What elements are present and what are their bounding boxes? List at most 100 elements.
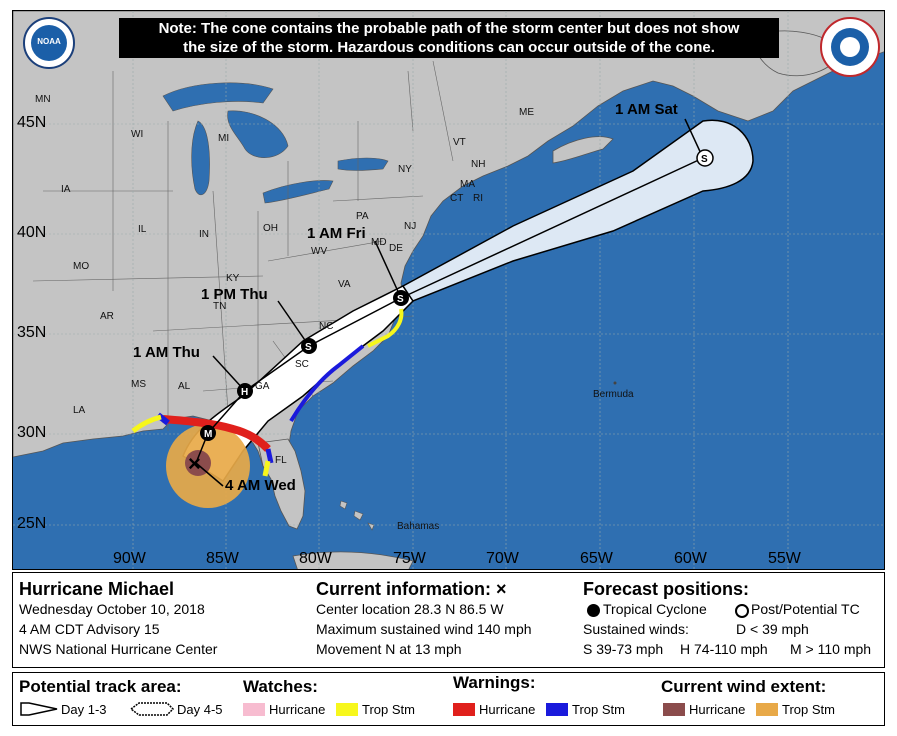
trop-warning-atlantic	[289, 344, 365, 423]
bahamas-label: Bahamas	[397, 521, 440, 532]
wind-h: H 74-110 mph	[680, 641, 768, 657]
tropical-cyclone-icon	[587, 604, 600, 617]
forecast-markers: × M H S S S	[188, 149, 714, 476]
cone-note: Note: The cone contains the probable pat…	[119, 18, 779, 58]
land-bahamas	[339, 500, 375, 531]
post-tc-label: Post/Potential TC	[751, 601, 860, 617]
forecast-label-1am-thu: 1 AM Thu	[133, 344, 200, 361]
wind-s: S 39-73 mph	[583, 641, 664, 657]
state-label: WV	[311, 246, 328, 257]
forecast-label-1am-fri: 1 AM Fri	[307, 225, 366, 242]
state-label: CT	[450, 193, 464, 204]
forecast-label-1pm-thu: 1 PM Thu	[201, 286, 268, 303]
lat-label: 25N	[17, 515, 47, 532]
trop-wind-swatch	[756, 703, 778, 716]
lon-label: 85W	[206, 550, 239, 567]
wind-d: D < 39 mph	[736, 621, 809, 637]
day13-label: Day 1-3	[61, 702, 107, 717]
state-label: MA	[460, 179, 475, 190]
storm-advisory: 4 AM CDT Advisory 15	[19, 621, 160, 637]
marker-s3	[696, 149, 714, 167]
land-nova-scotia	[552, 136, 614, 164]
state-label: MS	[131, 379, 146, 390]
hurricane-warning-swatch	[453, 703, 475, 716]
state-label: SC	[295, 359, 309, 370]
current-location: Center location 28.3 N 86.5 W	[316, 601, 504, 617]
current-x-icon: ×	[496, 579, 507, 599]
lat-label: 30N	[17, 424, 47, 441]
state-label: MN	[35, 94, 51, 105]
state-label: MO	[73, 261, 90, 272]
nws-logo	[820, 17, 880, 77]
forecast-label-1am-sat: 1 AM Sat	[615, 101, 678, 118]
trop-watch-label: Trop Stm	[362, 702, 415, 717]
info-panel: Hurricane Michael Wednesday October 10, …	[12, 572, 885, 668]
state-label: NY	[398, 164, 412, 175]
forecast-label-4am-wed: 4 AM Wed	[225, 477, 296, 494]
svg-text:M: M	[204, 429, 212, 440]
trop-wind-label: Trop Stm	[782, 702, 835, 717]
state-label: LA	[73, 405, 86, 416]
current-wind: Maximum sustained wind 140 mph	[316, 621, 532, 637]
trop-watch-gulf-west	[131, 414, 162, 433]
post-tc-icon	[735, 604, 749, 618]
state-label: VT	[453, 137, 466, 148]
state-label: MD	[371, 237, 387, 248]
hurricane-warning-coast	[162, 415, 271, 452]
state-label: ME	[519, 107, 534, 118]
state-label: KY	[226, 273, 240, 284]
current-info-title: Current information: ×	[316, 579, 507, 599]
state-label: IL	[138, 224, 147, 235]
lon-label: 90W	[113, 550, 146, 567]
wind-m: M > 110 mph	[790, 641, 872, 657]
svg-text:S: S	[397, 294, 404, 305]
lat-label: 35N	[17, 324, 47, 341]
day13-icon	[20, 702, 58, 716]
marker-h	[237, 383, 253, 399]
state-label: DE	[389, 243, 403, 254]
sustained-winds-label: Sustained winds:	[583, 621, 689, 637]
marker-m	[200, 425, 216, 441]
state-label: VA	[338, 279, 351, 290]
note-line2: the size of the storm. Hazardous conditi…	[183, 39, 715, 56]
state-label: WI	[131, 129, 144, 140]
lon-label: 80W	[299, 550, 332, 567]
legend-panel: Potential track area: Day 1-3 Day 4-5 Wa…	[12, 672, 885, 726]
state-label: IN	[199, 229, 209, 240]
trop-watch-gulf-east	[262, 460, 271, 477]
land-north-america	[13, 11, 884, 482]
storm-date: Wednesday October 10, 2018	[19, 601, 205, 617]
legend: Hurricane Michael Wednesday October 10, …	[12, 572, 885, 726]
hurricane-warning-label: Hurricane	[479, 702, 536, 717]
trop-watch-nc	[367, 308, 404, 348]
land-cuba	[292, 551, 414, 569]
hurricane-watch-label: Hurricane	[269, 702, 326, 717]
lake-michigan	[191, 120, 210, 196]
state-label: FL	[275, 455, 287, 466]
lake-huron	[227, 110, 289, 158]
trop-warning-gulf-east	[265, 448, 274, 464]
state-label: NJ	[404, 221, 417, 232]
svg-text:S: S	[701, 154, 708, 165]
lon-label: 55W	[768, 550, 801, 567]
forecast-map: × M H S S S NOAA Note: The cone c	[12, 10, 885, 570]
day45-label: Day 4-5	[177, 702, 223, 717]
svg-text:H: H	[241, 387, 248, 398]
current-movement: Movement N at 13 mph	[316, 641, 462, 657]
trop-warning-swatch	[546, 703, 568, 716]
label-leaders	[195, 118, 704, 487]
bermuda-label: Bermuda	[593, 389, 634, 400]
hurricane-wind-swatch	[663, 703, 685, 716]
day45-icon	[129, 702, 175, 716]
lat-label: 45N	[17, 114, 47, 131]
storm-agency: NWS National Hurricane Center	[19, 641, 218, 657]
wind-extent-title: Current wind extent:	[661, 677, 827, 696]
state-label: IA	[61, 184, 71, 195]
lon-label: 75W	[393, 550, 426, 567]
storm-name: Hurricane Michael	[19, 579, 175, 599]
lon-label: 65W	[580, 550, 613, 567]
lake-superior	[162, 82, 274, 112]
state-label: GA	[255, 381, 270, 392]
lake-erie	[262, 180, 334, 204]
current-position-marker: ×	[188, 451, 201, 476]
